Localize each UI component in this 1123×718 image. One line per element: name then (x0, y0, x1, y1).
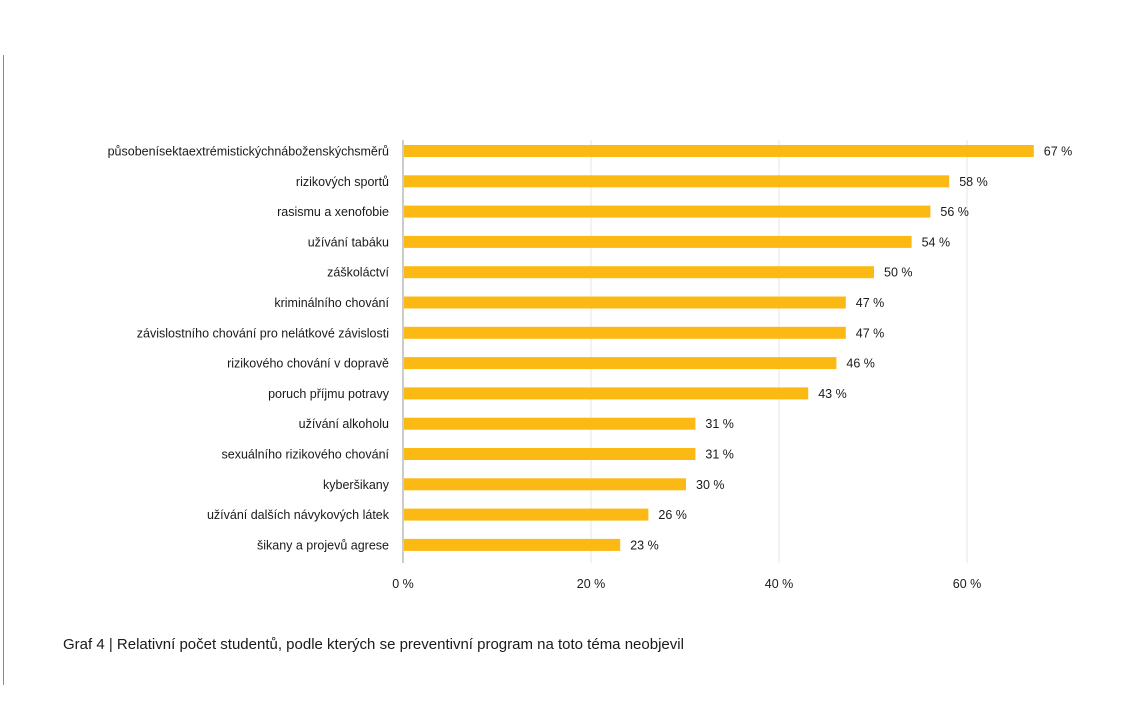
x-tick-label: 20 % (577, 577, 606, 591)
bar-value-label: 30 % (696, 478, 725, 492)
bar-value-label: 47 % (856, 326, 885, 340)
bar-value-label: 43 % (818, 387, 847, 401)
category-label: záškoláctví (327, 266, 389, 280)
bar (404, 417, 696, 430)
bar (404, 448, 696, 460)
bar (404, 538, 621, 551)
category-label: působenísektaextrémistickýchnáboženských… (108, 145, 389, 159)
bar (404, 478, 686, 491)
page-margin-rule (3, 55, 4, 685)
bar (404, 326, 846, 339)
bar (404, 205, 931, 218)
category-label: užívání alkoholu (299, 417, 389, 431)
bar (404, 296, 846, 309)
bar (404, 508, 649, 521)
category-label: rasismu a xenofobie (277, 205, 389, 219)
bar-value-label: 58 % (959, 175, 988, 189)
bar (404, 235, 912, 248)
bar-value-label: 23 % (630, 538, 659, 552)
bar (404, 266, 874, 279)
category-label: užívání tabáku (308, 235, 389, 249)
category-label: rizikového chování v dopravě (227, 357, 389, 371)
category-label: závislostního chování pro nelátkové závi… (137, 326, 389, 340)
x-tick-label: 40 % (765, 577, 794, 591)
category-label: kriminálního chování (274, 296, 389, 310)
category-label: kyberšikany (323, 478, 390, 492)
bar-chart: 0 % 20 % 40 % 60 % působenísektaextrémistick… (108, 140, 1073, 591)
bar (404, 175, 950, 188)
bar (404, 145, 1034, 157)
bar-chart-svg: 0 % 20 % 40 % 60 % působenísektaextrémistick… (108, 140, 1073, 591)
category-label: rizikových sportů (296, 175, 389, 189)
bar-value-label: 67 % (1044, 145, 1073, 159)
chart-caption: Graf 4 | Relativní počet studentů, podle… (63, 636, 684, 653)
bar-value-label: 31 % (705, 448, 734, 462)
bar-value-label: 31 % (705, 417, 734, 431)
category-label: užívání dalších návykových látek (207, 508, 390, 522)
bar-value-label: 46 % (846, 357, 875, 371)
x-tick-label: 60 % (953, 577, 982, 591)
x-tick-label: 0 % (392, 577, 414, 591)
category-label: sexuálního rizikového chování (222, 448, 390, 462)
bar-value-label: 26 % (658, 508, 687, 522)
bar-value-label: 54 % (922, 235, 951, 249)
bar-value-label: 50 % (884, 266, 913, 280)
bar (404, 357, 837, 370)
bar-value-label: 47 % (856, 296, 885, 310)
bar-value-label: 56 % (940, 205, 969, 219)
category-label: poruch příjmu potravy (268, 387, 390, 401)
category-label: šikany a projevů agrese (257, 538, 389, 552)
bar (404, 387, 809, 400)
